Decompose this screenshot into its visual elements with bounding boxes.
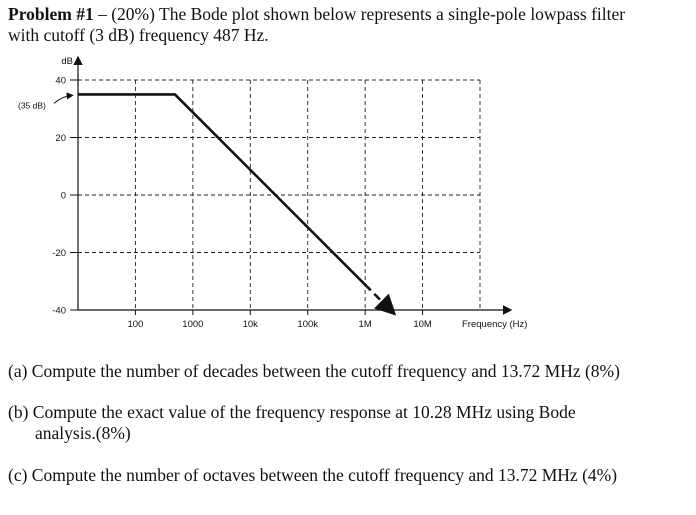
x-tick-label: 10M <box>413 319 432 330</box>
question-c: (c) Compute the number of octaves betwee… <box>8 465 618 485</box>
response-line <box>78 93 367 286</box>
problem-label: Problem #1 <box>8 4 94 24</box>
question-a: (a) Compute the number of decades betwee… <box>8 361 620 381</box>
y-tick-label: 40 <box>55 76 66 87</box>
x-tick-label: 1M <box>359 319 372 330</box>
x-tick-label: 1000 <box>182 319 203 330</box>
y-axis-label: dB <box>61 56 73 67</box>
y-tick-label: 0 <box>61 191 66 202</box>
problem-text-line2: with cutoff (3 dB) frequency 487 Hz. <box>8 25 269 45</box>
y-tick-label: -20 <box>52 248 66 259</box>
x-axis-label: Frequency (Hz) <box>462 319 527 330</box>
annotation-35db: (35 dB) <box>18 100 46 110</box>
x-tick-label: 100 <box>127 319 143 330</box>
question-b-line1: (b) Compute the exact value of the frequ… <box>8 402 576 422</box>
bode-plot: 40 20 0 -20 -40 dB 100 1000 10k 100k 1M 10M Frequenc… <box>18 55 527 330</box>
x-tick-label: 100k <box>297 319 318 330</box>
annotation-arrow <box>53 92 74 104</box>
y-tick-label: -40 <box>52 306 66 317</box>
x-tick-label: 10k <box>243 319 259 330</box>
question-b: (b) Compute the exact value of the frequ… <box>8 402 688 444</box>
problem-text-line1: – (20%) The Bode plot shown below repres… <box>93 4 626 24</box>
problem-statement: Problem #1 – (20%) The Bode plot shown b… <box>8 4 688 46</box>
response-extrapolation <box>364 283 397 316</box>
question-b-line2: analysis.(8%) <box>35 423 131 443</box>
y-tick-label: 20 <box>55 133 66 144</box>
